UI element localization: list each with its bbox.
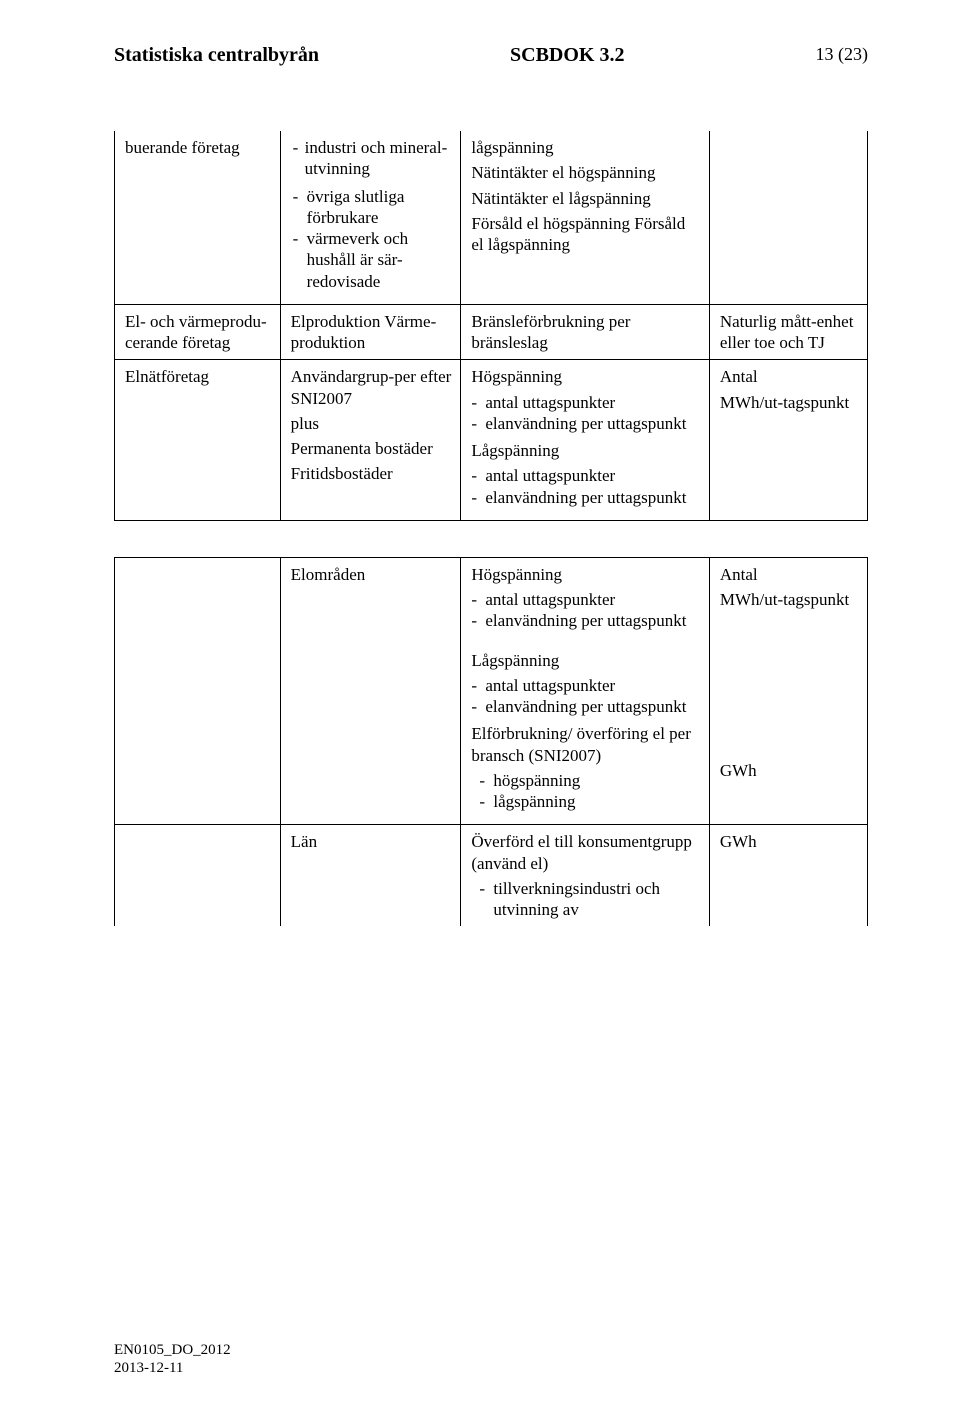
list-item: antal uttagspunkter <box>485 466 615 485</box>
list-item: elanvändning per uttagspunkt <box>485 488 686 507</box>
table-spacer-row <box>115 520 868 557</box>
cell-text: Permanenta bostäder <box>291 438 453 459</box>
cell-text: Antal <box>720 366 859 387</box>
table-row: Län Överförd el till konsumentgrupp (anv… <box>115 825 868 927</box>
dash-list: högspänning lågspänning <box>471 770 700 813</box>
cell-text: MWh/ut-tagspunkt <box>720 589 859 610</box>
cell: Elområden <box>280 557 461 643</box>
cell-text: Elproduktion Värme-produktion <box>291 312 437 352</box>
cell-text: Lågspänning <box>471 440 700 461</box>
cell-empty <box>115 557 281 643</box>
cell-text: Antal <box>720 564 859 585</box>
cell: Antal MWh/ut-tagspunkt <box>709 557 867 643</box>
list-item: lågspänning <box>493 792 575 811</box>
cell: Naturlig mått-enhet eller toe och TJ <box>709 304 867 360</box>
list-item: industri och mineral-utvinning <box>305 138 448 178</box>
cell: Antal MWh/ut-tagspunkt <box>709 360 867 521</box>
cell: Elproduktion Värme-produktion <box>280 304 461 360</box>
cell: El- och värmeprodu-cerande företag <box>115 304 281 360</box>
cell-text: Bränsleförbrukning per bränsleslag <box>471 312 630 352</box>
footer-date: 2013-12-11 <box>114 1359 231 1377</box>
cell-buerande: buerande företag <box>115 131 281 304</box>
cell-natintakter: lågspänning Nätintäkter el högspänning N… <box>461 131 709 304</box>
list-item: antal uttagspunkter <box>485 393 615 412</box>
cell-text: Elförbrukning/ överföring el per bransch… <box>471 723 700 766</box>
list-item: elanvändning per uttagspunkt <box>485 697 686 716</box>
cell-text: lågspänning <box>471 137 700 158</box>
cell: Överförd el till konsumentgrupp (använd … <box>461 825 709 927</box>
page-footer: EN0105_DO_2012 2013-12-11 <box>114 1341 231 1377</box>
cell-text: Försåld el högspänning Försåld el lågspä… <box>471 213 700 256</box>
cell-text: Högspänning <box>471 366 700 387</box>
cell-text: buerande företag <box>125 138 240 157</box>
cell-text: Överförd el till konsumentgrupp (använd … <box>471 831 700 874</box>
list-item: antal uttagspunkter <box>485 590 615 609</box>
cell-text: Elnätföretag <box>125 367 209 386</box>
list-item: elanvändning per uttagspunkt <box>485 611 686 630</box>
table-row: buerande företag industri och mineral-ut… <box>115 131 868 304</box>
cell-empty <box>709 131 867 304</box>
cell-text: Nätintäkter el högspänning <box>471 162 700 183</box>
main-table: buerande företag industri och mineral-ut… <box>114 131 868 926</box>
header-page-number: 13 (23) <box>816 44 869 67</box>
cell-empty <box>115 644 281 825</box>
page-header: Statistiska centralbyrån SCBDOK 3.2 13 (… <box>114 44 868 71</box>
cell-text: Fritidsbostäder <box>291 463 453 484</box>
dash-list: antal uttagspunkter elanvändning per utt… <box>471 675 700 718</box>
dash-list: antal uttagspunkter elanvändning per utt… <box>471 589 700 632</box>
list-item: värmeverk och hushåll är sär-redovisade <box>307 229 408 291</box>
cell: Elnätföretag <box>115 360 281 521</box>
cell-text: MWh/ut-tagspunkt <box>720 392 859 413</box>
dash-list: antal uttagspunkter elanvändning per utt… <box>471 465 700 508</box>
list-item: antal uttagspunkter <box>485 676 615 695</box>
dash-list: övriga slutliga förbrukare värmeverk och… <box>293 186 453 292</box>
dash-list: tillverkningsindustri och utvinning av <box>471 878 700 921</box>
cell-text: Elområden <box>291 565 366 584</box>
list-item: högspänning <box>493 771 580 790</box>
cell-empty <box>280 644 461 825</box>
cell-empty <box>115 825 281 927</box>
cell: Län <box>280 825 461 927</box>
cell-text: Nätintäkter el lågspänning <box>471 188 700 209</box>
cell-text: Högspänning <box>471 564 700 585</box>
cell-text: plus <box>291 413 453 434</box>
cell-text: Naturlig mått-enhet eller toe och TJ <box>720 312 854 352</box>
cell-text: Lågspänning <box>471 650 700 671</box>
cell-text: Användargrup-per efter SNI2007 <box>291 366 453 409</box>
cell: Lågspänning antal uttagspunkter elanvänd… <box>461 644 709 825</box>
dash-list: industri och mineral-utvinning <box>293 137 453 180</box>
header-left: Statistiska centralbyrån <box>114 44 319 67</box>
cell-text: Län <box>291 832 317 851</box>
cell: Högspänning antal uttagspunkter elanvänd… <box>461 360 709 521</box>
table-row: El- och värmeprodu-cerande företag Elpro… <box>115 304 868 360</box>
cell: Högspänning antal uttagspunkter elanvänd… <box>461 557 709 643</box>
cell: Användargrup-per efter SNI2007 plus Perm… <box>280 360 461 521</box>
header-center: SCBDOK 3.2 <box>510 44 624 67</box>
list-item: elanvändning per uttagspunkt <box>485 414 686 433</box>
dash-list: antal uttagspunkter elanvändning per utt… <box>471 392 700 435</box>
list-item: tillverkningsindustri och utvinning av <box>493 879 660 919</box>
table-row: Elområden Högspänning antal uttagspunkte… <box>115 557 868 643</box>
table-row: Elnätföretag Användargrup-per efter SNI2… <box>115 360 868 521</box>
cell: GWh <box>709 644 867 825</box>
cell-text: El- och värmeprodu-cerande företag <box>125 312 267 352</box>
table-row: Lågspänning antal uttagspunkter elanvänd… <box>115 644 868 825</box>
cell-text: GWh <box>720 760 859 781</box>
cell-text: GWh <box>720 832 757 851</box>
cell: GWh <box>709 825 867 927</box>
cell-sublist: industri och mineral-utvinning övriga sl… <box>280 131 461 304</box>
cell: Bränsleförbrukning per bränsleslag <box>461 304 709 360</box>
footer-doc-id: EN0105_DO_2012 <box>114 1341 231 1359</box>
list-item: övriga slutliga förbrukare <box>307 187 405 227</box>
